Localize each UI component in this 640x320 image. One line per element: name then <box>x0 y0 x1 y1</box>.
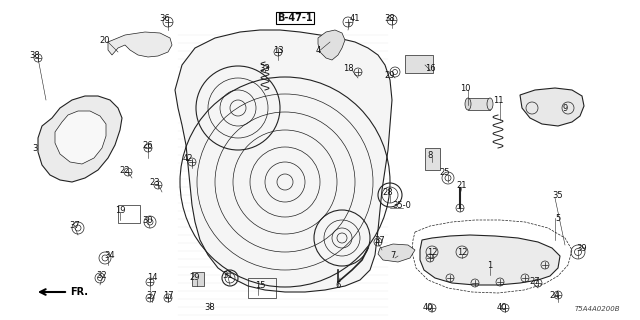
Text: 8: 8 <box>428 150 433 159</box>
Text: 34: 34 <box>105 251 115 260</box>
Polygon shape <box>55 111 106 164</box>
Polygon shape <box>108 32 172 57</box>
Text: 13: 13 <box>273 45 284 54</box>
Text: 35: 35 <box>553 190 563 199</box>
Text: 37: 37 <box>374 236 385 244</box>
Bar <box>118 205 140 223</box>
Bar <box>425 148 440 170</box>
Polygon shape <box>175 30 392 292</box>
Text: 19: 19 <box>115 205 125 214</box>
Text: 35-0: 35-0 <box>392 201 412 210</box>
Text: B-47-1: B-47-1 <box>277 13 313 23</box>
Text: 37: 37 <box>147 291 157 300</box>
Text: 22: 22 <box>120 165 131 174</box>
Text: 29: 29 <box>189 274 200 283</box>
Text: 31: 31 <box>223 270 234 279</box>
Text: 39: 39 <box>577 244 588 252</box>
Text: 37: 37 <box>70 220 81 229</box>
Text: 28: 28 <box>383 188 394 196</box>
Text: 17: 17 <box>163 291 173 300</box>
Text: 25: 25 <box>440 167 451 177</box>
Text: 33: 33 <box>260 63 270 73</box>
Text: 12: 12 <box>427 247 437 257</box>
Text: 1: 1 <box>488 260 493 269</box>
Polygon shape <box>318 30 345 60</box>
Bar <box>405 55 433 73</box>
Text: 40: 40 <box>423 303 433 313</box>
Text: 38: 38 <box>205 303 216 313</box>
Text: 14: 14 <box>147 274 157 283</box>
Text: 42: 42 <box>183 154 193 163</box>
Text: 20: 20 <box>100 36 110 44</box>
Text: 41: 41 <box>349 13 360 22</box>
Ellipse shape <box>487 98 493 110</box>
Text: 7: 7 <box>390 251 396 260</box>
Text: 24: 24 <box>550 291 560 300</box>
Text: 10: 10 <box>460 84 470 92</box>
Text: 9: 9 <box>563 103 568 113</box>
Text: 6: 6 <box>335 281 340 290</box>
Text: 36: 36 <box>159 13 170 22</box>
Text: 32: 32 <box>97 270 108 279</box>
Bar <box>192 272 204 286</box>
Bar <box>248 278 276 298</box>
Ellipse shape <box>465 98 471 110</box>
Text: 11: 11 <box>493 95 503 105</box>
Text: T5A4A0200B: T5A4A0200B <box>575 306 620 312</box>
Text: FR.: FR. <box>70 287 88 297</box>
Text: 12: 12 <box>457 247 467 257</box>
Text: 18: 18 <box>342 63 353 73</box>
Polygon shape <box>520 88 584 126</box>
Text: 40: 40 <box>497 303 508 313</box>
Polygon shape <box>38 96 122 182</box>
Text: 27: 27 <box>530 277 540 286</box>
Text: 29: 29 <box>385 70 396 79</box>
Text: 23: 23 <box>150 178 160 187</box>
Text: 15: 15 <box>255 281 265 290</box>
Text: 26: 26 <box>143 140 154 149</box>
Text: 30: 30 <box>143 215 154 225</box>
Text: 21: 21 <box>457 180 467 189</box>
Polygon shape <box>378 244 415 262</box>
Text: 38: 38 <box>29 51 40 60</box>
Text: 38: 38 <box>385 13 396 22</box>
Text: 3: 3 <box>32 143 38 153</box>
Text: 5: 5 <box>556 213 561 222</box>
Text: 16: 16 <box>425 63 435 73</box>
Bar <box>468 98 490 110</box>
Text: 4: 4 <box>316 45 321 54</box>
Polygon shape <box>420 235 560 285</box>
